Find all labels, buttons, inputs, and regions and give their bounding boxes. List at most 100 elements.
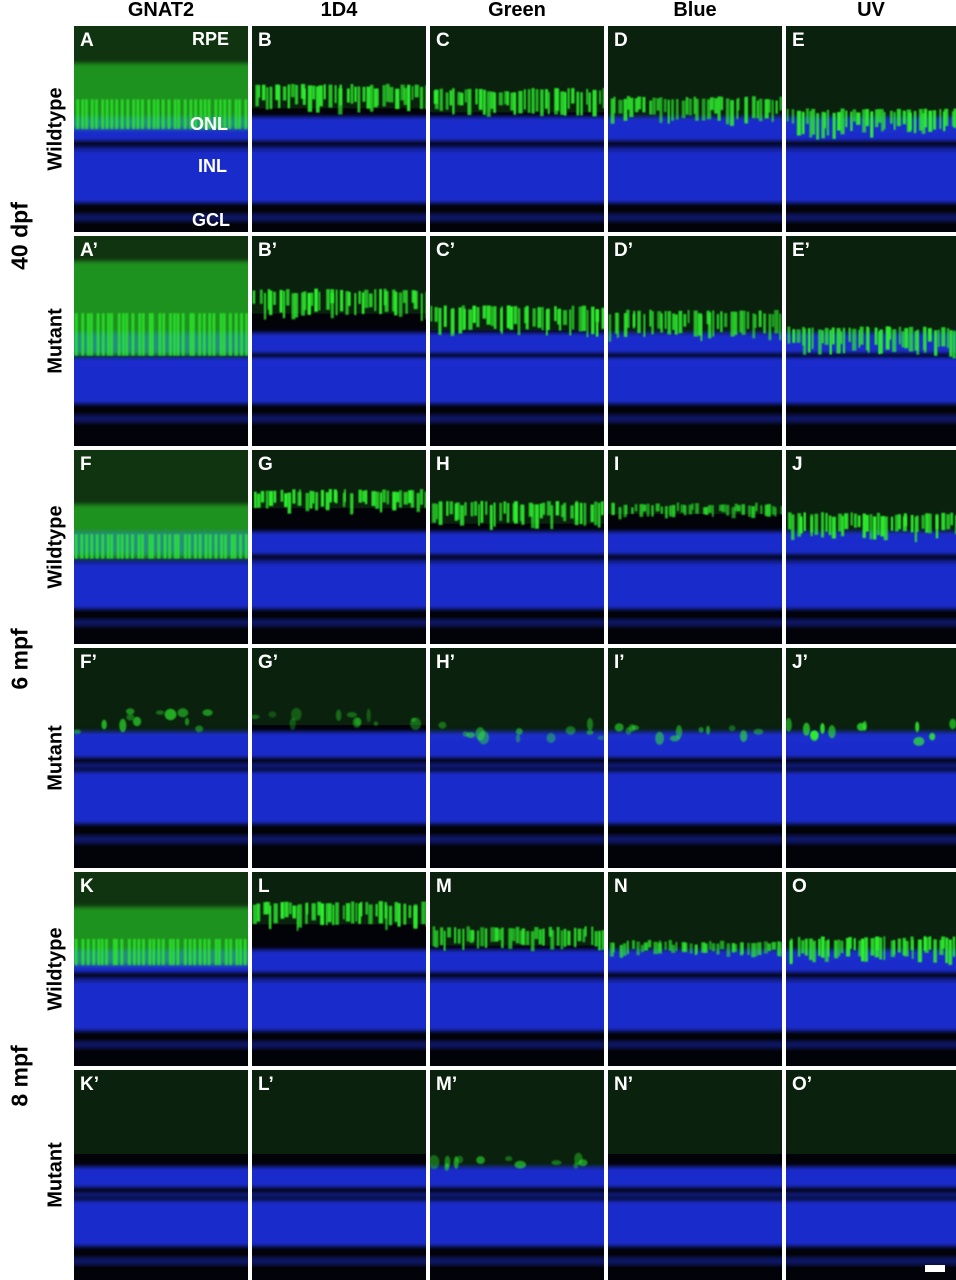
micrograph-panel: H (430, 450, 604, 644)
micrograph-panel: B (252, 26, 426, 232)
row-label-mutant-40dpf: Mutant (44, 308, 67, 374)
micrograph-image (74, 26, 248, 232)
micrograph-panel: L’ (252, 1070, 426, 1280)
panel-label: N’ (614, 1074, 633, 1095)
panel-label: I (614, 454, 620, 475)
micrograph-image (786, 450, 956, 644)
micrograph-panel: K (74, 872, 248, 1066)
age-label-8mpf: 8 mpf (6, 1045, 33, 1107)
panel-label: I’ (614, 652, 625, 673)
micrograph-image (786, 1070, 956, 1280)
micrograph-panel: D (608, 26, 782, 232)
panel-label: F’ (80, 652, 97, 673)
panel-label: A’ (80, 240, 98, 261)
micrograph-panel: M (430, 872, 604, 1066)
panel-label: J’ (792, 652, 808, 673)
micrograph-panel: J’ (786, 648, 956, 868)
micrograph-panel: F’ (74, 648, 248, 868)
micrograph-panel: G (252, 450, 426, 644)
micrograph-panel: I (608, 450, 782, 644)
micrograph-image (252, 648, 426, 868)
panel-label: A (80, 30, 94, 51)
micrograph-image (608, 450, 782, 644)
panel-label: B’ (258, 240, 277, 261)
layer-label-rpe: RPE (192, 29, 230, 49)
micrograph-image (74, 648, 248, 868)
micrograph-image (74, 872, 248, 1066)
micrograph-image (252, 236, 426, 446)
micrograph-panel: A RPE ONL INL GCL (74, 26, 248, 232)
row-label-mutant-6mpf: Mutant (44, 725, 67, 791)
column-header-blue: Blue (673, 0, 717, 21)
column-header-green: Green (488, 0, 546, 21)
micrograph-panel: E (786, 26, 956, 232)
micrograph-image (430, 872, 604, 1066)
panel-label: H’ (436, 652, 455, 673)
micrograph-image (430, 1070, 604, 1280)
panel-label: C’ (436, 240, 455, 261)
micrograph-panel: B’ (252, 236, 426, 446)
micrograph-image (74, 236, 248, 446)
row-label-wildtype-40dpf: Wildtype (44, 87, 67, 171)
panel-label: O (792, 876, 807, 897)
micrograph-panel: F (74, 450, 248, 644)
micrograph-panel: M’ (430, 1070, 604, 1280)
panel-label: O’ (792, 1074, 813, 1095)
micrograph-image (430, 26, 604, 232)
micrograph-image (786, 648, 956, 868)
micrograph-panel: O (786, 872, 956, 1066)
micrograph-panel: C (430, 26, 604, 232)
column-header-gnat2: GNAT2 (127, 0, 195, 21)
micrograph-image (252, 872, 426, 1066)
micrograph-image (786, 872, 956, 1066)
micrograph-image (430, 450, 604, 644)
micrograph-image (608, 236, 782, 446)
row-label-wildtype-8mpf: Wildtype (44, 927, 67, 1011)
panel-label: M’ (436, 1074, 458, 1095)
micrograph-image (608, 1070, 782, 1280)
panel-label: J (792, 454, 803, 475)
micrograph-image (608, 26, 782, 232)
layer-label-gcl: GCL (192, 210, 230, 230)
panel-label: D (614, 30, 628, 51)
micrograph-panel: I’ (608, 648, 782, 868)
micrograph-panel: O’ (786, 1070, 956, 1280)
layer-label-onl: ONL (190, 114, 228, 134)
panel-label: N (614, 876, 628, 897)
panel-label: K (80, 876, 94, 897)
panel-label: F (80, 454, 92, 475)
age-label-40dpf: 40 dpf (6, 202, 33, 270)
panel-label: M (436, 876, 452, 897)
micrograph-panel: K’ (74, 1070, 248, 1280)
panel-label: L’ (258, 1074, 274, 1095)
micrograph-image (608, 648, 782, 868)
micrograph-image (74, 1070, 248, 1280)
panel-label: E’ (792, 240, 810, 261)
micrograph-image (786, 26, 956, 232)
micrograph-image (252, 1070, 426, 1280)
micrograph-image (608, 872, 782, 1066)
row-label-mutant-8mpf: Mutant (44, 1142, 67, 1208)
micrograph-panel: N (608, 872, 782, 1066)
panel-label: B (258, 30, 272, 51)
column-header-uv: UV (857, 0, 885, 21)
micrograph-panel: G’ (252, 648, 426, 868)
micrograph-panel: E’ (786, 236, 956, 446)
row-label-wildtype-6mpf: Wildtype (44, 505, 67, 589)
micrograph-panel: J (786, 450, 956, 644)
panel-label: K’ (80, 1074, 99, 1095)
layer-label-inl: INL (198, 156, 227, 176)
micrograph-image (430, 648, 604, 868)
scale-bar (925, 1265, 945, 1272)
panel-label: E (792, 30, 805, 51)
micrograph-image (786, 236, 956, 446)
micrograph-panel: L (252, 872, 426, 1066)
panel-label: C (436, 30, 450, 51)
age-label-6mpf: 6 mpf (6, 628, 33, 690)
panel-label: G (258, 454, 273, 475)
panel-label: L (258, 876, 270, 897)
micrograph-image (430, 236, 604, 446)
panel-label: H (436, 454, 450, 475)
micrograph-panel: C’ (430, 236, 604, 446)
micrograph-image (252, 450, 426, 644)
